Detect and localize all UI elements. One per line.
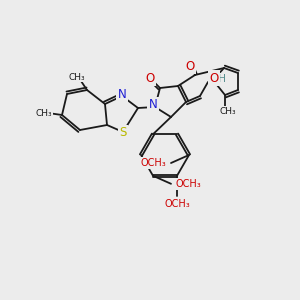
Text: O: O bbox=[209, 71, 219, 85]
Text: OCH₃: OCH₃ bbox=[164, 199, 190, 209]
Text: CH₃: CH₃ bbox=[69, 73, 85, 82]
Text: S: S bbox=[119, 127, 127, 140]
Text: OCH₃: OCH₃ bbox=[176, 179, 202, 189]
Text: CH₃: CH₃ bbox=[220, 106, 236, 116]
Text: O: O bbox=[146, 71, 154, 85]
Text: O: O bbox=[185, 59, 195, 73]
Text: OH: OH bbox=[210, 74, 226, 84]
Text: OCH₃: OCH₃ bbox=[140, 158, 166, 168]
Text: N: N bbox=[118, 88, 126, 101]
Text: CH₃: CH₃ bbox=[36, 109, 52, 118]
Text: N: N bbox=[148, 98, 158, 112]
